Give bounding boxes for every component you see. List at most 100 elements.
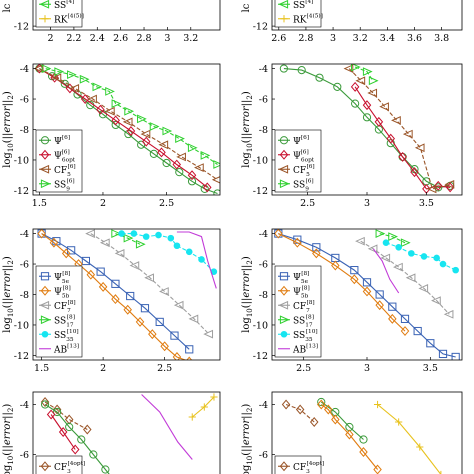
x-tick-label: 1.5 (34, 363, 49, 374)
data-point-psi6opt (141, 136, 151, 147)
data-point-ss10 (452, 266, 459, 274)
data-point-psi6 (279, 64, 288, 73)
legend-entry: SS17[8] (54, 314, 75, 328)
x-tick-label: 3.8 (434, 33, 449, 44)
data-point-psi8 (170, 331, 179, 340)
data-point-cf8 (114, 248, 125, 258)
x-tick-label: 2.6 (113, 33, 128, 44)
y-tick-label: -12 (14, 22, 29, 33)
data-point-cf6 (87, 94, 97, 104)
data-point-psi6opt (80, 94, 90, 105)
series-line-cf6 (39, 68, 218, 181)
data-point-psi8b (148, 329, 157, 340)
x-tick-label: 2 (100, 363, 106, 374)
data-point-ss10 (395, 243, 402, 251)
data-point-cf6 (69, 83, 80, 93)
data-point-psi6opt (203, 182, 212, 193)
data-point-ss10 (142, 233, 150, 240)
x-tick-label: 3.6 (407, 33, 422, 44)
legend-box (35, 265, 83, 358)
data-point-ss8 (388, 232, 398, 241)
data-point-cf6 (355, 76, 366, 86)
x-tick-label: 3.2 (183, 33, 198, 44)
data-point-rk45 (210, 393, 218, 401)
series-line-cf6 (348, 68, 451, 190)
data-point-cf6 (402, 129, 413, 139)
y-tick-label: -8 (20, 125, 29, 136)
legend-marker (279, 136, 289, 145)
data-point-cf8 (188, 314, 199, 324)
series-line-red_diam (50, 414, 76, 450)
data-point-psi8b (172, 351, 182, 360)
x-tick-label: 2.5 (159, 198, 174, 209)
data-point-ss10 (420, 253, 428, 260)
data-point-psi8 (426, 339, 435, 348)
x-tick-label: 2.8 (136, 33, 151, 44)
data-point-cf8 (355, 236, 365, 246)
data-point-ss10 (382, 239, 390, 247)
data-point-cf6 (176, 152, 186, 162)
legend-entry: SS9[6] (293, 178, 314, 192)
legend-marker (41, 330, 49, 338)
data-point-ss6 (351, 64, 361, 72)
data-point-cf8 (203, 329, 214, 339)
data-point-psi8 (400, 314, 410, 323)
axes-box (32, 0, 221, 31)
series-line-rk45 (377, 404, 442, 474)
data-point-ss10 (155, 231, 162, 239)
data-point-rk45 (437, 470, 445, 474)
chart-panel-lower-right: 2.5 3 3.5-4-6-8-10-12log10(||error||2)Ψ5e[… (241, 228, 463, 374)
y-tick-label: -8 (20, 290, 29, 301)
data-point-psi8b (331, 260, 340, 271)
data-point-psi8 (111, 279, 120, 288)
legend-marker (39, 0, 50, 9)
data-point-ss6 (54, 67, 65, 76)
legend-marker (278, 164, 289, 174)
data-point-orange_diam (345, 429, 354, 440)
x-tick-label: 2.5 (157, 363, 172, 374)
axes-box (271, 0, 463, 31)
data-point-psi6 (73, 90, 82, 99)
data-point-rk45 (373, 400, 382, 409)
y-tick-label: -10 (14, 320, 29, 331)
series-line-ss8 (115, 233, 141, 245)
data-point-cf6 (104, 106, 115, 116)
data-point-psi8 (96, 267, 105, 276)
data-point-ss6 (362, 67, 373, 76)
data-point-cf6 (391, 115, 401, 125)
legend-box (274, 265, 322, 358)
y-tick-label: -4 (20, 64, 29, 75)
axes-box (32, 391, 221, 474)
x-tick-label: 2.5 (296, 363, 311, 374)
series-line-ss8 (379, 233, 406, 244)
data-point-cf4opt (309, 417, 319, 427)
series-line-cf8 (90, 233, 210, 335)
data-point-cf8 (393, 262, 403, 272)
data-point-ss6 (187, 143, 198, 153)
y-tick-label: -6 (20, 95, 29, 106)
data-point-psi6 (333, 82, 342, 91)
series-line-psi8b (278, 233, 406, 332)
series-line-green_circ (44, 404, 110, 474)
data-point-cf8 (443, 309, 454, 319)
data-point-cf8 (367, 244, 378, 254)
y-tick-label: -4 (259, 64, 268, 75)
data-point-psi8b (375, 300, 384, 311)
x-tick-label: 3 (364, 363, 370, 374)
legend-marker (40, 149, 50, 160)
legend-marker (280, 330, 288, 338)
x-tick-label: 1.5 (32, 198, 47, 209)
data-point-rk45 (395, 418, 403, 426)
x-tick-label: 2.2 (66, 33, 81, 44)
data-point-psi8b (86, 269, 96, 280)
data-point-green_circ (359, 435, 368, 444)
series-line-cf4opt (44, 401, 88, 430)
data-point-cf8 (418, 284, 429, 293)
chart-panel-top-right: 2.6 2.8 3 3.2 3.4 3.6 3.8 -12 lc SS[4]RK[4(5)] (241, 0, 463, 44)
data-point-ss10 (167, 234, 175, 242)
data-point-psi8b (61, 248, 71, 259)
data-point-psi6 (362, 113, 372, 122)
data-point-cf6 (367, 88, 378, 98)
data-point-cf8 (129, 261, 140, 270)
